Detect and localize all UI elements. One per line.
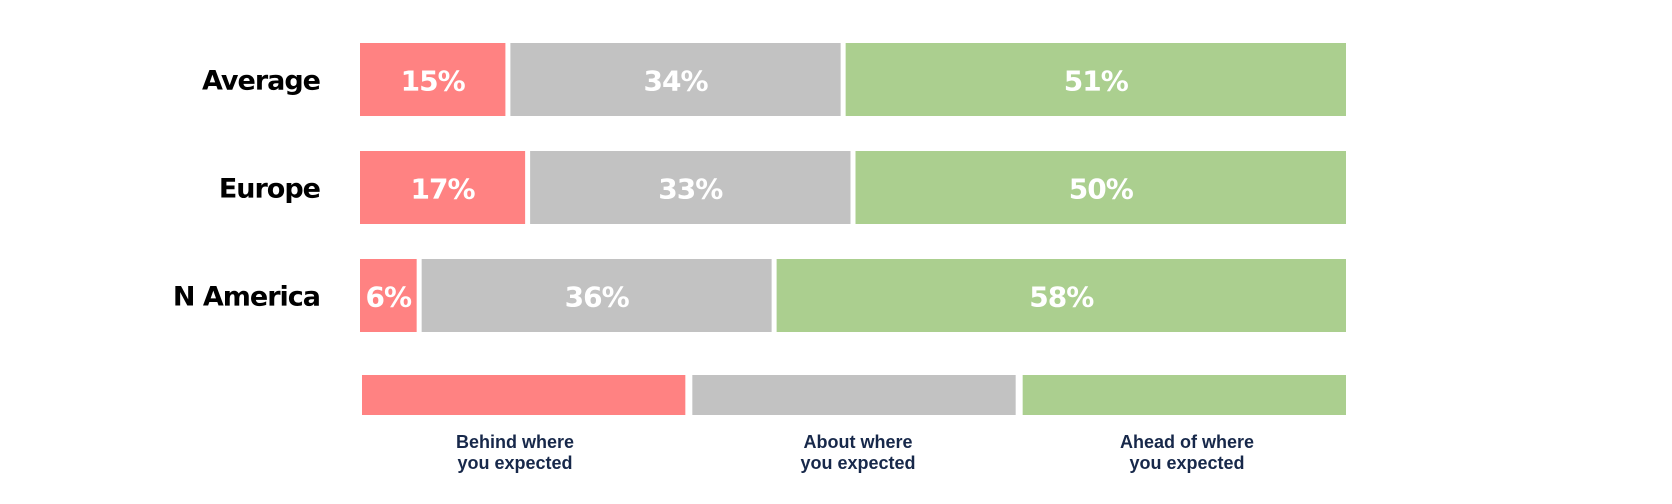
legend-text-3-line-2: you expected: [1129, 453, 1244, 473]
data-label-n-america-2: 36%: [565, 281, 630, 314]
legend-swatch-2: [692, 375, 1016, 415]
bar-segment-average-3: [845, 43, 1346, 116]
legend-text-2-line-2: you expected: [800, 453, 915, 473]
data-label-average-1: 15%: [401, 65, 466, 98]
row-label-europe: Europe: [219, 174, 320, 205]
row-label-n-america: N America: [173, 282, 320, 313]
bar-segment-n-america-3: [776, 259, 1346, 332]
bar-segment-europe-2: [530, 151, 851, 224]
bar-segment-average-1: [360, 43, 506, 116]
bar-segment-n-america-1: [360, 259, 417, 332]
legend-text-3-line-1: Ahead of where: [1120, 432, 1254, 452]
data-label-europe-1: 17%: [411, 173, 476, 206]
bar-segment-n-america-2: [421, 259, 772, 332]
data-label-europe-2: 33%: [658, 173, 723, 206]
bar-segment-europe-1: [360, 151, 526, 224]
bar-segment-average-2: [510, 43, 841, 116]
bar-segment-europe-3: [855, 151, 1346, 224]
legend-swatch-3: [1022, 375, 1346, 415]
row-label-average: Average: [202, 66, 320, 97]
data-label-average-2: 34%: [644, 65, 709, 98]
legend-swatch-1: [362, 375, 686, 415]
legend-text-1-line-2: you expected: [457, 453, 572, 473]
data-label-europe-3: 50%: [1069, 173, 1134, 206]
legend-text-1-line-1: Behind where: [456, 432, 574, 452]
data-label-average-3: 51%: [1064, 65, 1129, 98]
data-label-n-america-3: 58%: [1029, 281, 1094, 314]
legend-text-2-line-1: About where: [803, 432, 912, 452]
data-label-n-america-1: 6%: [366, 281, 412, 314]
